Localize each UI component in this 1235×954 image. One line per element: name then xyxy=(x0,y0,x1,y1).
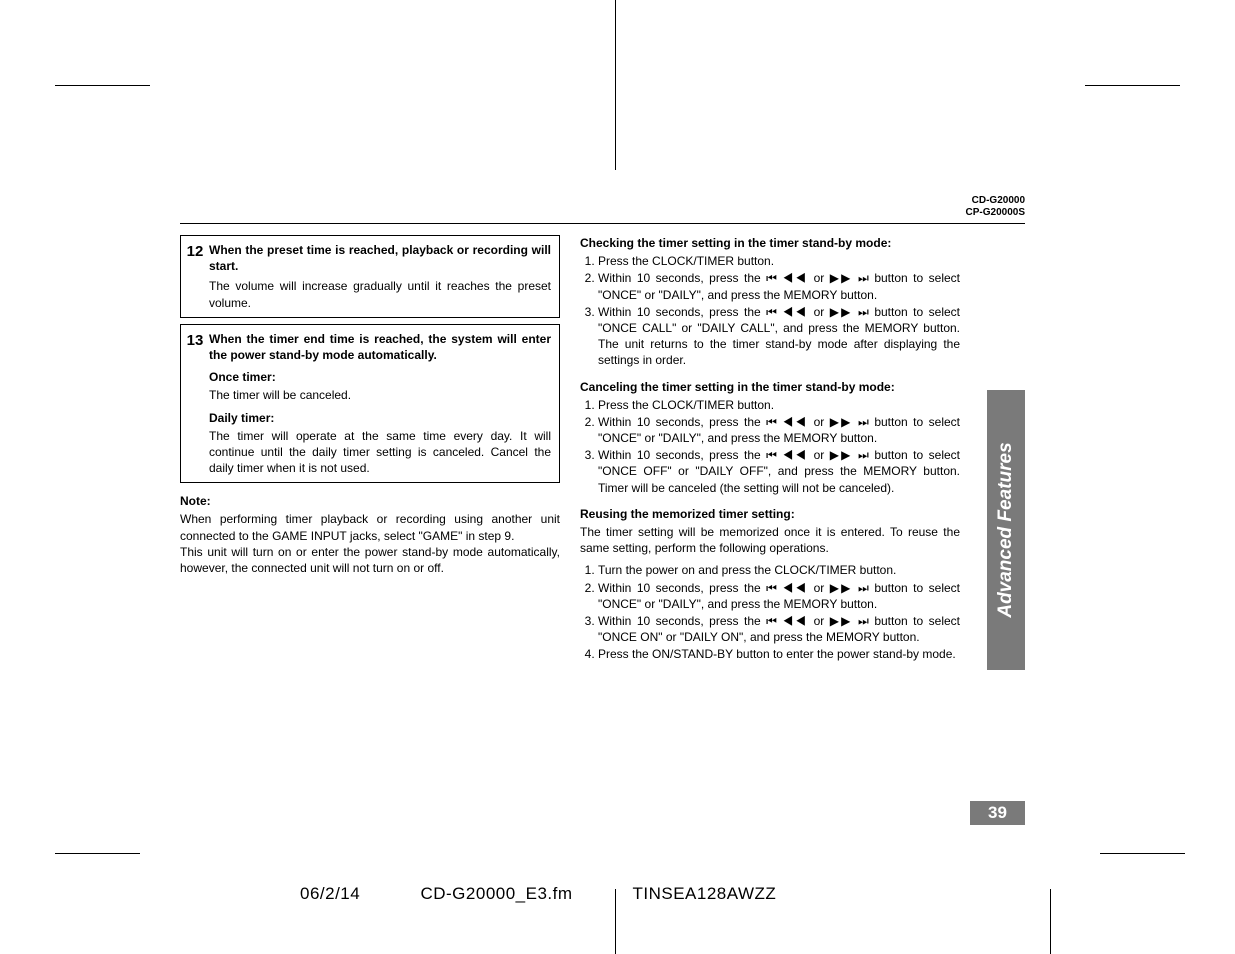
step-number: 12 xyxy=(181,236,209,317)
list-item: Press the CLOCK/TIMER button. xyxy=(598,397,960,413)
next-track-icon: ▶▶ ⏭ xyxy=(830,448,869,462)
canceling-list: Press the CLOCK/TIMER button. Within 10 … xyxy=(580,397,960,496)
list-item: Within 10 seconds, press the ⏮ ◀◀ or ▶▶ … xyxy=(598,580,960,612)
list-item: Within 10 seconds, press the ⏮ ◀◀ or ▶▶ … xyxy=(598,270,960,302)
step-12-body: The volume will increase gradually until… xyxy=(209,278,551,310)
manual-page: CD-G20000 CP-G20000S 12 When the preset … xyxy=(180,195,1025,825)
next-track-icon: ▶▶ ⏭ xyxy=(830,271,869,285)
two-column-body: 12 When the preset time is reached, play… xyxy=(180,235,960,673)
next-track-icon: ▶▶ ⏭ xyxy=(830,305,869,319)
step-13-box: 13 When the timer end time is reached, t… xyxy=(180,324,560,484)
model-id-2: CP-G20000S xyxy=(966,207,1025,219)
daily-timer-body: The timer will operate at the same time … xyxy=(209,428,551,477)
reusing-list: Turn the power on and press the CLOCK/TI… xyxy=(580,562,960,662)
page-number: 39 xyxy=(970,801,1025,825)
list-item: Press the ON/STAND-BY button to enter th… xyxy=(598,646,960,662)
list-item: Turn the power on and press the CLOCK/TI… xyxy=(598,562,960,578)
footer-code: TINSEA128AWZZ xyxy=(632,884,776,903)
list-item: Within 10 seconds, press the ⏮ ◀◀ or ▶▶ … xyxy=(598,414,960,446)
crop-mark xyxy=(55,85,150,86)
step-13-title: When the timer end time is reached, the … xyxy=(209,331,551,363)
left-column: 12 When the preset time is reached, play… xyxy=(180,235,560,673)
crop-mark xyxy=(1100,853,1185,854)
section-tab-label: Advanced Features xyxy=(995,442,1017,617)
prev-track-icon: ⏮ ◀◀ xyxy=(766,448,808,462)
crop-mark xyxy=(1085,85,1180,86)
checking-list: Press the CLOCK/TIMER button. Within 10 … xyxy=(580,253,960,368)
prev-track-icon: ⏮ ◀◀ xyxy=(766,271,808,285)
step-12-box: 12 When the preset time is reached, play… xyxy=(180,235,560,318)
model-ids: CD-G20000 CP-G20000S xyxy=(966,195,1025,219)
note-line-1: When performing timer playback or record… xyxy=(180,511,560,543)
prev-track-icon: ⏮ ◀◀ xyxy=(766,581,808,595)
prev-track-icon: ⏮ ◀◀ xyxy=(766,305,808,319)
footer: 06/2/14 CD-G20000_E3.fm TINSEA128AWZZ xyxy=(300,884,831,904)
next-track-icon: ▶▶ ⏭ xyxy=(830,581,869,595)
checking-heading: Checking the timer setting in the timer … xyxy=(580,235,960,251)
prev-track-icon: ⏮ ◀◀ xyxy=(766,415,808,429)
daily-timer-heading: Daily timer: xyxy=(209,410,551,426)
step-number: 13 xyxy=(181,325,209,483)
next-track-icon: ▶▶ ⏭ xyxy=(830,415,869,429)
canceling-heading: Canceling the timer setting in the timer… xyxy=(580,379,960,395)
once-timer-heading: Once timer: xyxy=(209,369,551,385)
section-tab: Advanced Features xyxy=(987,390,1025,670)
next-track-icon: ▶▶ ⏭ xyxy=(830,614,869,628)
note-line-2: This unit will turn on or enter the powe… xyxy=(180,544,560,576)
once-timer-body: The timer will be canceled. xyxy=(209,387,551,403)
header-rule xyxy=(180,223,1025,224)
crop-mark xyxy=(1050,889,1051,954)
right-column: Checking the timer setting in the timer … xyxy=(580,235,960,673)
crop-mark xyxy=(615,0,616,170)
footer-date: 06/2/14 xyxy=(300,884,360,903)
list-item: Within 10 seconds, press the ⏮ ◀◀ or ▶▶ … xyxy=(598,613,960,645)
list-item: Within 10 seconds, press the ⏮ ◀◀ or ▶▶ … xyxy=(598,447,960,496)
reusing-heading: Reusing the memorized timer setting: xyxy=(580,506,960,522)
reusing-intro: The timer setting will be memorized once… xyxy=(580,524,960,556)
model-id-1: CD-G20000 xyxy=(966,195,1025,207)
crop-mark xyxy=(55,853,140,854)
footer-filename: CD-G20000_E3.fm xyxy=(420,884,572,903)
list-item: Within 10 seconds, press the ⏮ ◀◀ or ▶▶ … xyxy=(598,304,960,369)
note-heading: Note: xyxy=(180,493,560,509)
prev-track-icon: ⏮ ◀◀ xyxy=(766,614,808,628)
step-12-title: When the preset time is reached, playbac… xyxy=(209,242,551,274)
list-item: Press the CLOCK/TIMER button. xyxy=(598,253,960,269)
